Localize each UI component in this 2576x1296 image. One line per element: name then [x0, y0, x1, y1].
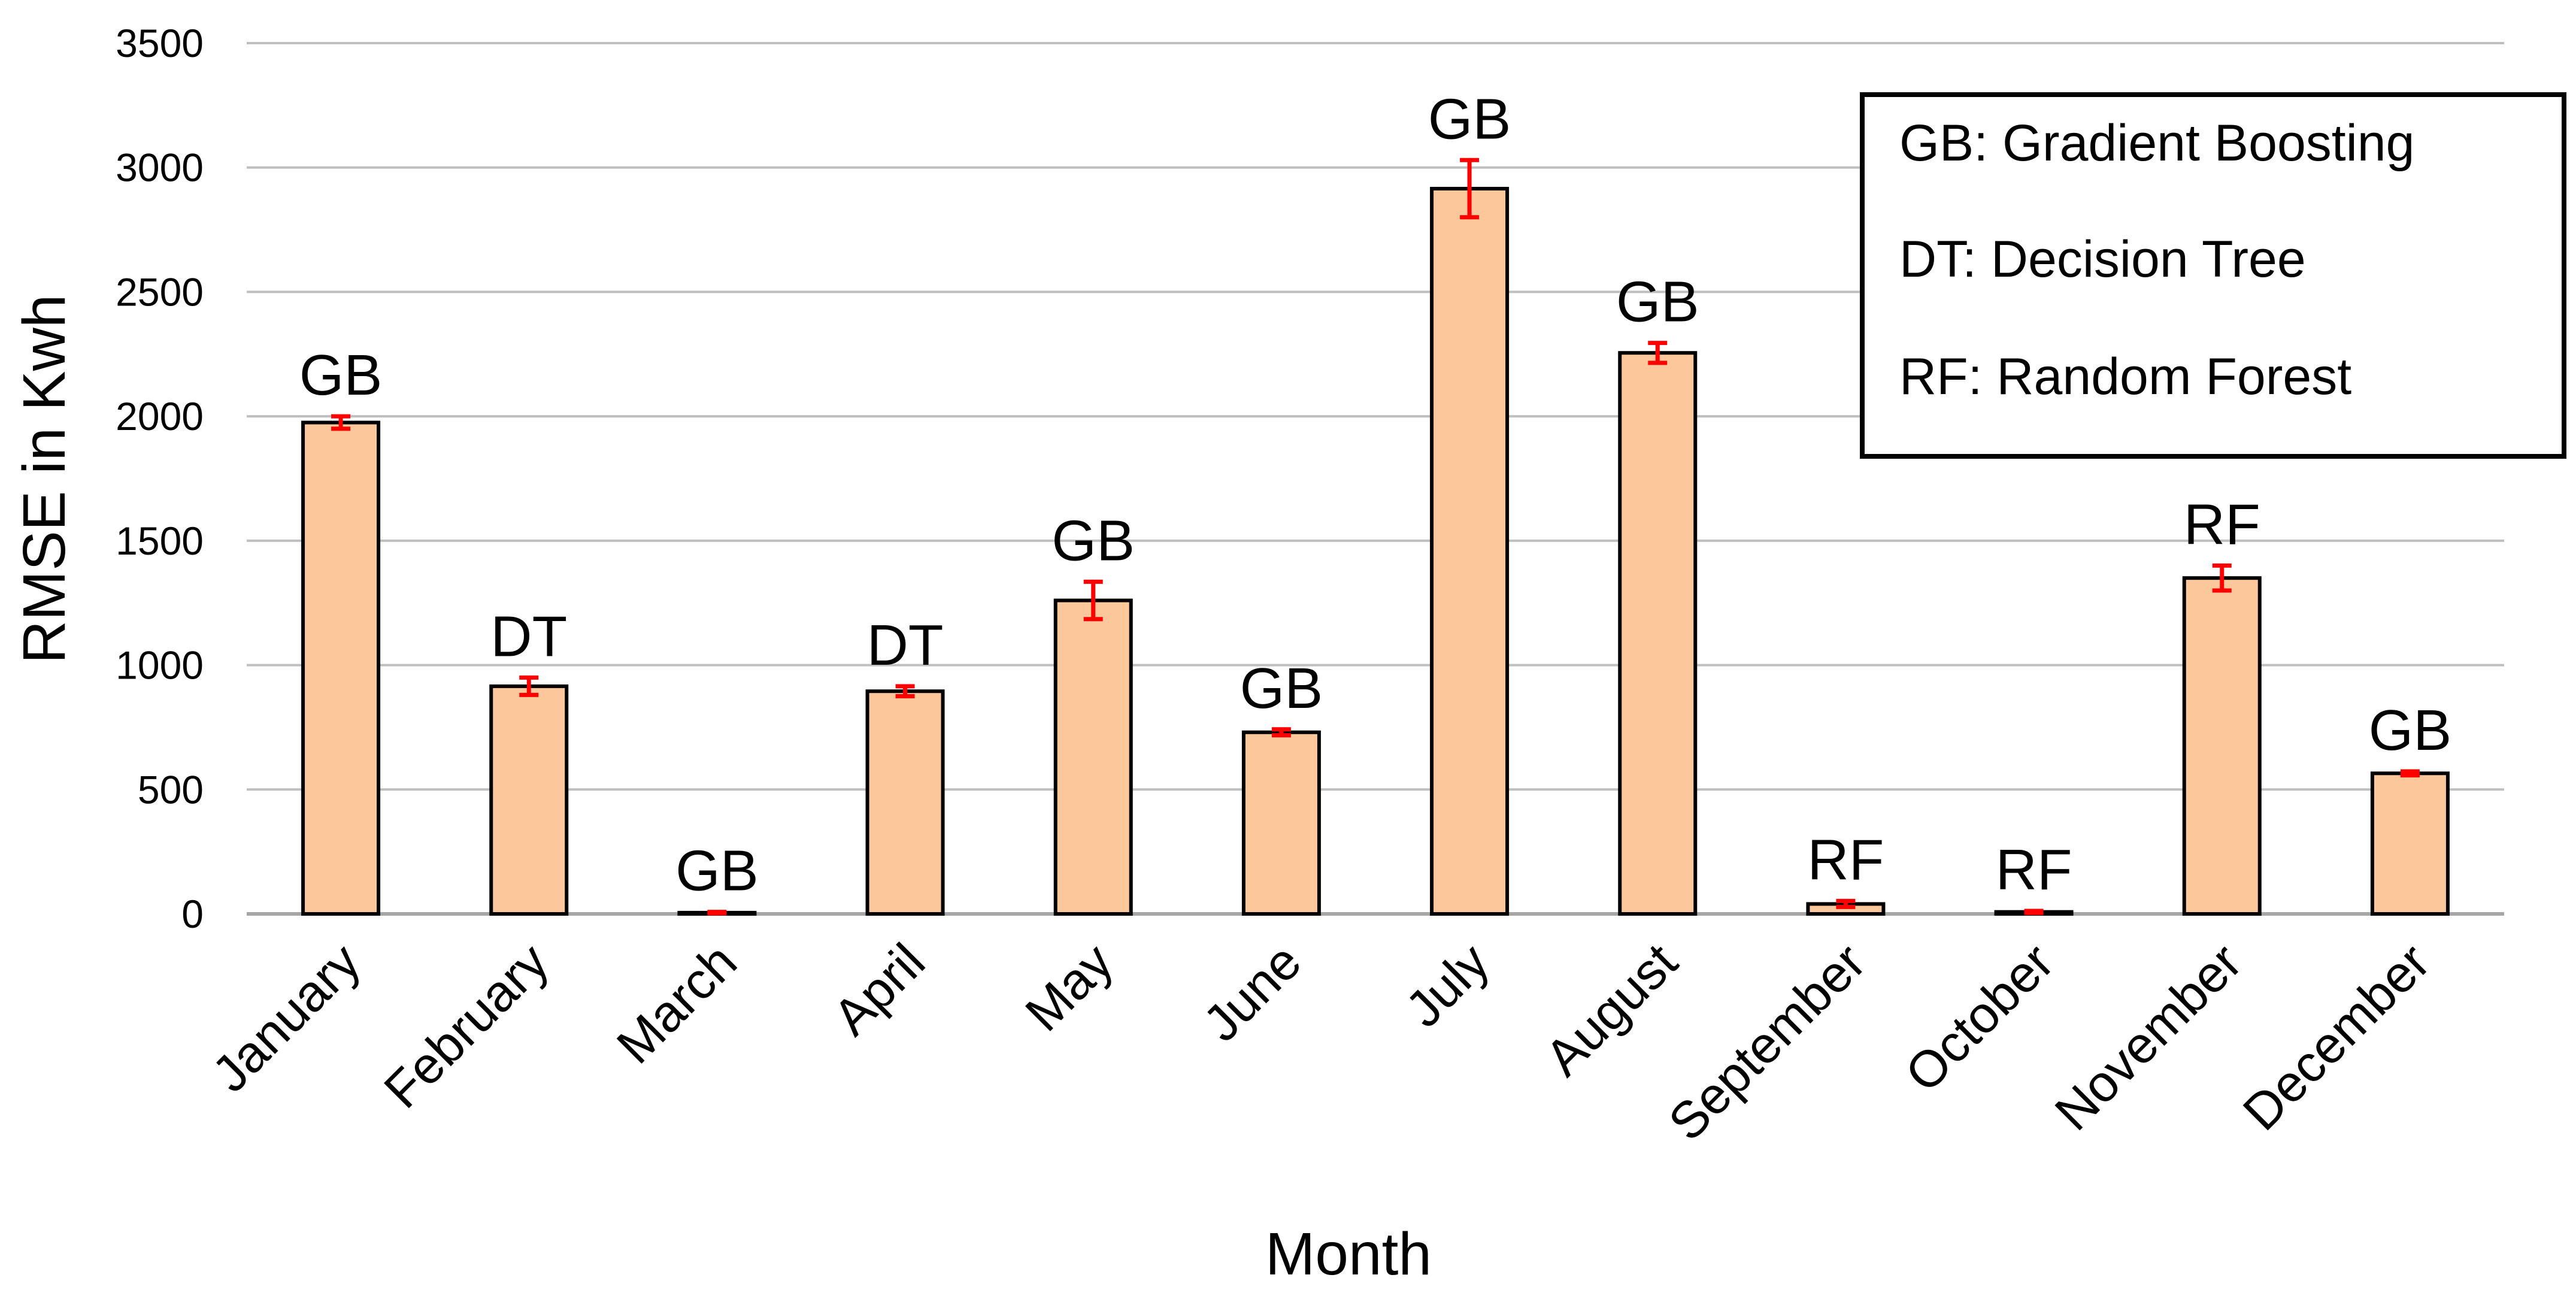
error-bar-september — [1836, 898, 1856, 909]
error-bar-june — [1271, 727, 1291, 738]
bar-model-label: GB — [1616, 270, 1699, 334]
bar-model-label: RF — [1807, 828, 1884, 892]
bar-may — [1053, 598, 1133, 916]
y-tick-label: 1500 — [116, 519, 204, 563]
error-bar-february — [519, 675, 539, 697]
bar-december — [2370, 771, 2450, 916]
bar-model-label: RF — [1996, 838, 2072, 902]
y-tick-label: 2500 — [116, 270, 204, 314]
x-category-label: May — [1014, 933, 1124, 1043]
error-bar-july — [1460, 158, 1480, 220]
x-category-label: December — [2232, 933, 2441, 1141]
error-bar-december — [2400, 769, 2420, 778]
y-axis-title: RMSE in Kwh — [11, 295, 78, 664]
bar-july — [1430, 187, 1510, 916]
error-bar-november — [2212, 563, 2232, 593]
legend: GB: Gradient Boosting DT: Decision Tree … — [1860, 92, 2566, 459]
y-tick-label: 2000 — [116, 394, 204, 438]
x-category-label: March — [606, 933, 748, 1075]
gridlines — [247, 42, 2504, 916]
bar-model-label: GB — [299, 343, 383, 407]
y-tick-label: 3500 — [116, 21, 204, 65]
error-bar-april — [895, 684, 915, 698]
bar-model-label: DT — [490, 604, 567, 668]
x-axis-title: Month — [1265, 1221, 1432, 1288]
x-category-label: February — [373, 933, 559, 1119]
x-category-label: June — [1193, 933, 1313, 1053]
bars: GB DT GB DT GB GB GB GB RF RF RF GB — [299, 87, 2452, 916]
y-tick-label: 1000 — [116, 643, 204, 688]
x-axis-categories: January February March April May June July Augu… — [201, 932, 2441, 1151]
error-bar-may — [1083, 579, 1103, 622]
bar-model-label: GB — [1428, 87, 1511, 151]
error-bar-august — [1648, 341, 1668, 365]
bar-august — [1618, 351, 1698, 916]
bar-february — [489, 684, 569, 916]
x-category-label: July — [1395, 933, 1500, 1038]
x-category-label: September — [1657, 933, 1876, 1152]
error-bar-january — [331, 414, 351, 431]
bar-model-label: GB — [1051, 508, 1135, 573]
x-category-label: October — [1895, 933, 2065, 1103]
x-category-label: April — [822, 933, 936, 1047]
bar-april — [865, 689, 945, 916]
bar-june — [1241, 730, 1321, 916]
bar-january — [301, 420, 381, 916]
legend-entry-rf: RF: Random Forest — [1899, 348, 2351, 405]
bar-model-label: GB — [675, 839, 759, 903]
y-tick-label: 0 — [181, 892, 204, 936]
bar-model-label: GB — [1240, 656, 1323, 720]
bar-november — [2182, 576, 2262, 916]
error-bar-october — [2024, 909, 2044, 915]
bar-model-label: DT — [867, 613, 944, 677]
x-category-label: August — [1534, 932, 1688, 1086]
y-axis-ticks: 0 500 1000 1500 2000 2500 3000 3500 — [116, 21, 204, 936]
bar-model-label: GB — [2369, 698, 2452, 762]
y-tick-label: 500 — [138, 767, 204, 811]
bar-model-label: RF — [2184, 492, 2260, 556]
x-category-label: January — [201, 933, 371, 1103]
legend-entry-gb: GB: Gradient Boosting — [1899, 114, 2414, 172]
error-bar-march — [707, 910, 727, 916]
legend-entry-dt: DT: Decision Tree — [1899, 231, 2306, 288]
y-tick-label: 3000 — [116, 146, 204, 190]
legend-box — [1860, 92, 2566, 459]
x-category-label: November — [2044, 933, 2253, 1141]
